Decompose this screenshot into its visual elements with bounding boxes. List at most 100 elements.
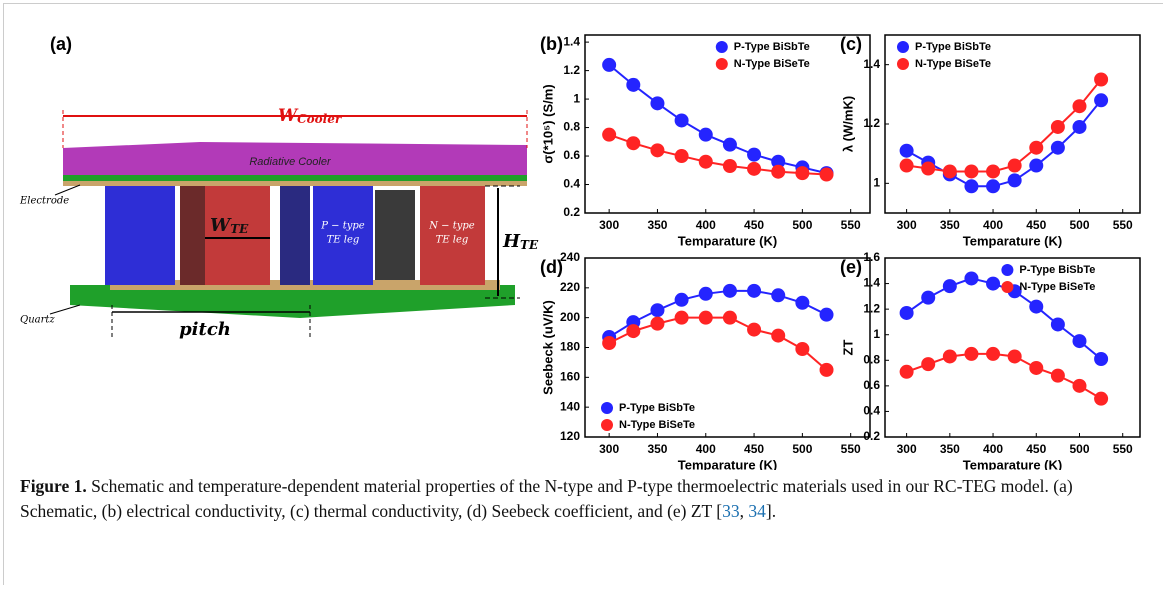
caption-text: Schematic and temperature-dependent mate… bbox=[20, 476, 1073, 521]
x-tick-label: 500 bbox=[792, 218, 812, 232]
legend-label: N-Type BiSeTe bbox=[619, 419, 695, 431]
y-tick-label: 1.2 bbox=[563, 63, 580, 77]
green-layer bbox=[63, 174, 527, 181]
x-tick-label: 350 bbox=[647, 442, 667, 456]
point bbox=[820, 363, 834, 377]
point bbox=[1094, 352, 1108, 366]
ref[interactable]: 33 bbox=[722, 501, 740, 521]
point bbox=[723, 311, 737, 325]
point bbox=[675, 149, 689, 163]
point bbox=[747, 323, 761, 337]
point bbox=[626, 324, 640, 338]
x-tick-label: 550 bbox=[841, 442, 861, 456]
electrode-label: Electrode bbox=[19, 196, 69, 207]
y-tick-label: 180 bbox=[560, 340, 580, 354]
legend-label: P-Type BiSbTe bbox=[1019, 264, 1095, 276]
series-line bbox=[609, 65, 826, 173]
point bbox=[650, 317, 664, 331]
y-axis-title: λ (W/mK) bbox=[840, 96, 855, 152]
legend-marker bbox=[1001, 281, 1013, 293]
legend-marker bbox=[601, 419, 613, 431]
x-tick-label: 550 bbox=[1113, 442, 1133, 456]
y-axis-title: Seebeck (uV/K) bbox=[540, 300, 555, 395]
point bbox=[771, 165, 785, 179]
point bbox=[723, 284, 737, 298]
point bbox=[795, 342, 809, 356]
y-tick-label: 0.4 bbox=[563, 177, 580, 191]
point bbox=[986, 164, 1000, 178]
point bbox=[650, 143, 664, 157]
point bbox=[1072, 120, 1086, 134]
pitch-label: pitch bbox=[179, 319, 231, 340]
legend-label: P-Type BiSbTe bbox=[619, 402, 695, 414]
point bbox=[943, 279, 957, 293]
point bbox=[747, 162, 761, 176]
point bbox=[626, 78, 640, 92]
point bbox=[723, 159, 737, 173]
chart: (e)0.20.40.60.811.21.41.6300350400450500… bbox=[840, 250, 1140, 470]
panel-label: (c) bbox=[840, 34, 862, 54]
series-line bbox=[907, 80, 1101, 172]
point bbox=[964, 164, 978, 178]
n-leg-label: TE leg bbox=[436, 235, 469, 246]
point bbox=[820, 308, 834, 322]
point bbox=[795, 166, 809, 180]
panel-label: (b) bbox=[540, 34, 563, 54]
y-tick-label: 0.6 bbox=[563, 148, 580, 162]
point bbox=[602, 336, 616, 350]
x-tick-label: 500 bbox=[1069, 442, 1089, 456]
point bbox=[921, 357, 935, 371]
point bbox=[699, 155, 713, 169]
y-tick-label: 1 bbox=[873, 327, 880, 341]
x-tick-label: 500 bbox=[792, 442, 812, 456]
x-tick-label: 400 bbox=[696, 442, 716, 456]
y-tick-label: 1.4 bbox=[563, 34, 580, 48]
y-tick-label: 0.2 bbox=[863, 429, 880, 443]
y-tick-label: 0.8 bbox=[563, 120, 580, 134]
point bbox=[1029, 300, 1043, 314]
y-tick-label: 1 bbox=[873, 176, 880, 190]
legend-label: N-Type BiSeTe bbox=[1019, 281, 1095, 293]
point bbox=[900, 306, 914, 320]
point bbox=[964, 179, 978, 193]
pointer bbox=[50, 305, 80, 314]
point bbox=[1029, 159, 1043, 173]
y-tick-label: 160 bbox=[560, 370, 580, 384]
point bbox=[675, 293, 689, 307]
x-tick-label: 550 bbox=[1113, 218, 1133, 232]
schematic: (a) Radiative Cooler WCooler Electrode W… bbox=[19, 34, 539, 340]
ref[interactable]: 34 bbox=[748, 501, 766, 521]
point bbox=[1008, 159, 1022, 173]
y-tick-label: 1.4 bbox=[863, 57, 880, 71]
point bbox=[921, 162, 935, 176]
pointer bbox=[55, 185, 80, 195]
y-tick-label: 1.2 bbox=[863, 116, 880, 130]
point bbox=[820, 168, 834, 182]
x-tick-label: 300 bbox=[599, 218, 619, 232]
x-tick-label: 450 bbox=[744, 442, 764, 456]
point bbox=[1008, 173, 1022, 187]
point bbox=[900, 159, 914, 173]
point bbox=[1094, 392, 1108, 406]
point bbox=[626, 136, 640, 150]
page: (a) Radiative Cooler WCooler Electrode W… bbox=[0, 0, 1168, 590]
point bbox=[699, 287, 713, 301]
point bbox=[771, 329, 785, 343]
point bbox=[795, 296, 809, 310]
x-tick-label: 350 bbox=[940, 442, 960, 456]
plot-frame bbox=[585, 35, 870, 213]
point bbox=[675, 113, 689, 127]
y-tick-label: 0.6 bbox=[863, 378, 880, 392]
point bbox=[964, 271, 978, 285]
x-tick-label: 300 bbox=[897, 442, 917, 456]
series-line bbox=[609, 291, 826, 337]
x-tick-label: 400 bbox=[983, 218, 1003, 232]
p-leg bbox=[105, 185, 175, 285]
y-axis-title: σ(*10⁵) (S/m) bbox=[540, 84, 555, 163]
point bbox=[747, 148, 761, 162]
x-axis-title: Temparature (K) bbox=[678, 457, 777, 470]
y-tick-label: 240 bbox=[560, 250, 580, 264]
